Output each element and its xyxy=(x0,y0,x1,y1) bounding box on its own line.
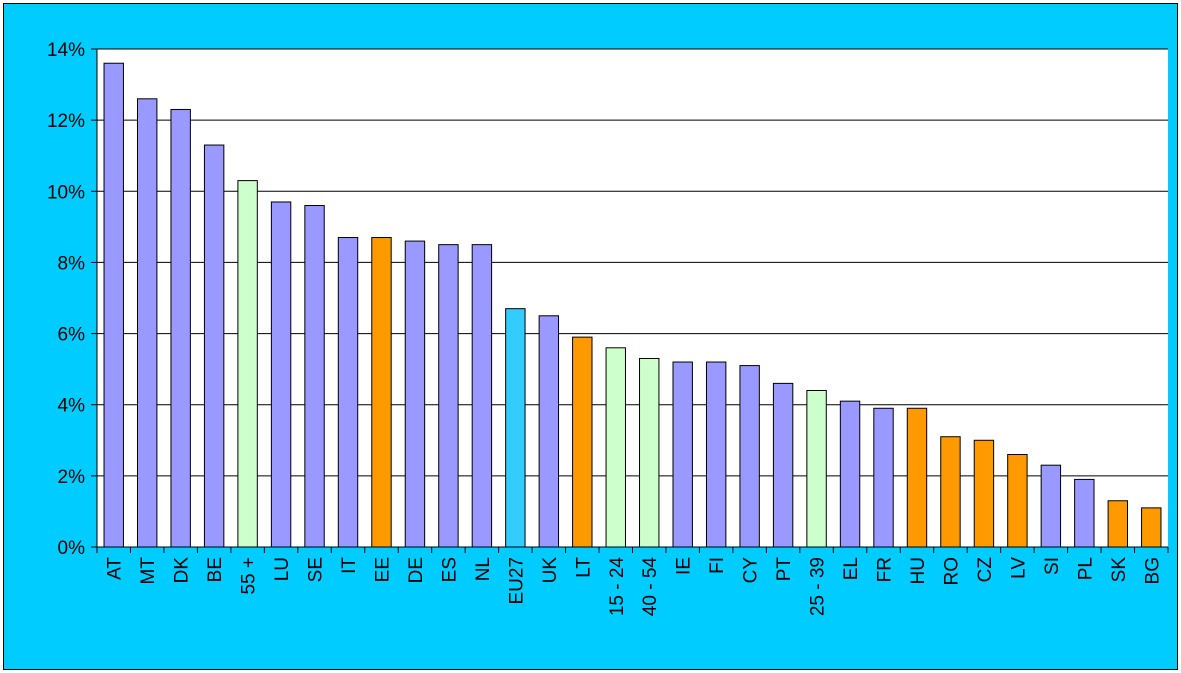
bar xyxy=(170,108,191,548)
bar xyxy=(705,361,727,548)
category-label: BE xyxy=(205,557,226,582)
bar xyxy=(672,361,693,548)
bar xyxy=(973,439,995,548)
bar-chart: 0% 2% 4% 6% 8% 10% 12% 14% AT MT DK BE 55 + LU SE IT EE D… xyxy=(47,40,1169,617)
category-label: NL xyxy=(473,557,494,581)
y-tick-label: 8% xyxy=(58,253,86,274)
bar xyxy=(538,315,560,548)
bar xyxy=(906,407,928,548)
category-label: HU xyxy=(908,557,929,584)
chart-frame: 0% 2% 4% 6% 8% 10% 12% 14% AT MT DK BE 55 + LU SE IT EE D… xyxy=(3,3,1178,670)
bar xyxy=(270,201,292,548)
category-label: FI xyxy=(707,557,728,574)
bar xyxy=(1074,478,1095,548)
category-label: PL xyxy=(1075,557,1096,580)
category-label: IE xyxy=(674,557,695,575)
category-label: CY xyxy=(741,557,762,584)
bar xyxy=(1141,507,1162,548)
bar xyxy=(605,347,626,548)
category-label: 25 - 39 xyxy=(808,557,829,616)
bar xyxy=(471,244,493,548)
category-label: LU xyxy=(272,557,293,581)
category-label: RO xyxy=(941,557,962,586)
category-label: ES xyxy=(439,557,460,582)
bar xyxy=(304,205,325,548)
bar xyxy=(839,400,861,548)
bar xyxy=(940,436,961,548)
bar xyxy=(237,180,258,548)
category-label: 15 - 24 xyxy=(607,557,628,617)
bar xyxy=(438,244,459,548)
category-label: DK xyxy=(172,557,193,584)
category-label: SK xyxy=(1109,557,1130,583)
category-label: FR xyxy=(875,557,896,582)
y-tick-label: 14% xyxy=(47,40,85,61)
y-tick-label: 2% xyxy=(58,467,86,488)
bar xyxy=(136,98,158,548)
y-tick-label: 0% xyxy=(58,538,86,559)
bar xyxy=(772,382,794,548)
y-tick-label: 12% xyxy=(47,111,85,132)
category-label: LT xyxy=(573,557,594,578)
category-label: EL xyxy=(841,557,862,580)
bar xyxy=(337,237,359,548)
category-label: AT xyxy=(105,557,126,580)
bar xyxy=(873,407,894,548)
category-label: PT xyxy=(774,557,795,582)
bar xyxy=(739,365,760,548)
category-label: UK xyxy=(540,557,561,584)
category-label: SE xyxy=(306,557,327,582)
category-label: BG xyxy=(1142,557,1163,584)
bar xyxy=(1007,454,1028,548)
bar xyxy=(404,240,426,548)
category-label: EE xyxy=(372,557,393,582)
bar xyxy=(639,357,660,548)
bar xyxy=(103,62,124,548)
bar xyxy=(572,336,593,548)
bar xyxy=(203,144,225,548)
y-tick-label: 4% xyxy=(58,396,86,417)
category-label: DE xyxy=(406,557,427,583)
y-tick-label: 10% xyxy=(47,182,85,203)
bar xyxy=(505,308,526,548)
category-label: CZ xyxy=(975,557,996,583)
category-label: 40 - 54 xyxy=(640,557,661,617)
y-tick-label: 6% xyxy=(58,325,86,346)
category-label: MT xyxy=(138,557,159,585)
bar xyxy=(371,237,392,548)
bar xyxy=(806,389,827,548)
category-label: EU27 xyxy=(506,557,527,605)
bar xyxy=(1040,464,1062,548)
bar xyxy=(1107,500,1129,548)
category-label: LV xyxy=(1008,557,1029,579)
category-label: IT xyxy=(339,557,360,574)
category-label: 55 + xyxy=(239,557,260,595)
category-label: SI xyxy=(1042,557,1063,575)
